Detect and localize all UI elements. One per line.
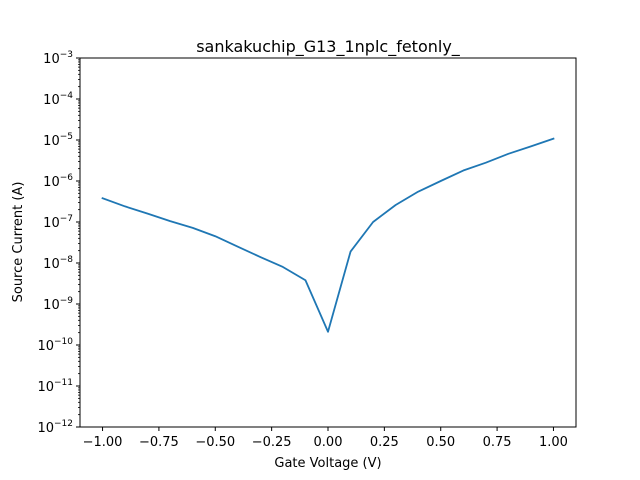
y-tick-label: 10−6 (43, 173, 73, 190)
x-axis-label: Gate Voltage (V) (274, 456, 381, 471)
y-tick-label: 10−5 (43, 132, 73, 149)
y-tick-label: 10−3 (43, 50, 73, 67)
x-tick-label: 1.00 (539, 435, 568, 450)
x-tick-label: 0.75 (483, 435, 512, 450)
x-tick-label: 0.00 (314, 435, 343, 450)
y-tick-label: 10−8 (43, 255, 73, 272)
x-axis-ticks: −1.00 −0.75 −0.50 −0.25 0.00 0.25 0.50 0.75 1.00 (83, 427, 568, 450)
x-tick-label: −0.25 (252, 435, 292, 450)
y-tick-label: 10−10 (37, 337, 73, 354)
plot-frame (79, 57, 577, 428)
y-axis-ticks: 10−12 10−11 10−10 10−9 10−8 10−7 10−6 10−5 10−4 1… (37, 50, 80, 436)
x-tick-label: 0.50 (426, 435, 455, 450)
x-tick-label: −1.00 (83, 435, 123, 450)
x-tick-label: 0.25 (370, 435, 399, 450)
y-tick-label: 10−11 (37, 378, 73, 395)
y-tick-label: 10−12 (37, 419, 73, 436)
y-tick-label: 10−4 (43, 91, 73, 108)
series-line (101, 137, 555, 333)
chart-title: sankakuchip_G13_1nplc_fetonly_ (196, 37, 461, 57)
plot-layer (101, 137, 555, 333)
y-axis-label: Source Current (A) (11, 182, 26, 303)
y-tick-label: 10−9 (43, 296, 73, 313)
x-tick-label: −0.50 (195, 435, 235, 450)
y-tick-label: 10−7 (43, 214, 73, 231)
x-tick-label: −0.75 (139, 435, 179, 450)
